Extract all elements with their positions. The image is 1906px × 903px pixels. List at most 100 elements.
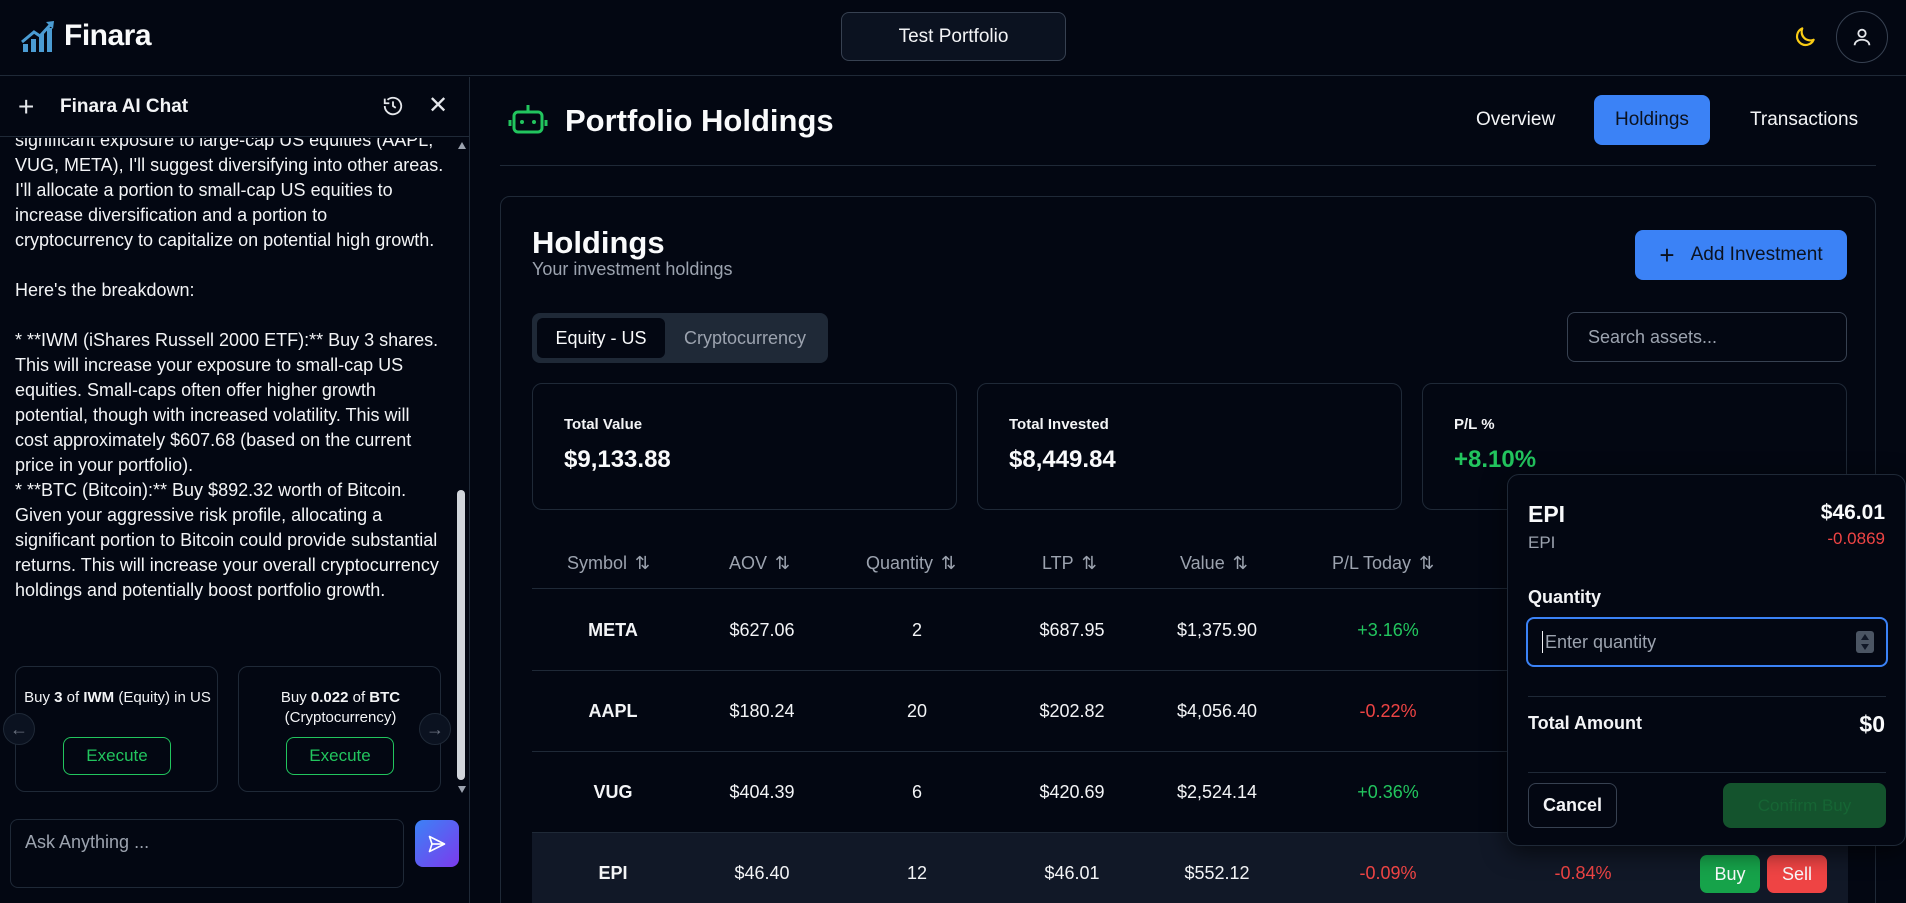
cell-symbol: AAPL: [588, 701, 638, 721]
stat-label: Total Value: [564, 416, 643, 433]
sort-icon: ⇅: [1419, 553, 1435, 573]
table-row[interactable]: VUG $404.39 6 $420.69 $2,524.14 +0.36%: [532, 752, 1848, 833]
new-chat-icon[interactable]: +: [18, 91, 35, 122]
close-icon[interactable]: ✕: [428, 92, 449, 119]
cell-pl-today: +3.16%: [1357, 620, 1419, 640]
scroll-down-arrow[interactable]: [458, 786, 466, 793]
cell-aov: $627.06: [729, 620, 795, 640]
quantity-label: Quantity: [1528, 587, 1602, 607]
suggestion-card: Buy 3 of IWM (Equity) in US Execute: [15, 666, 218, 792]
logo[interactable]: Finara: [20, 18, 152, 54]
divider: [1528, 696, 1886, 697]
execute-button[interactable]: Execute: [286, 737, 394, 775]
user-menu-button[interactable]: [1836, 11, 1888, 63]
sort-icon: ⇅: [775, 553, 791, 573]
holdings-title: Holdings: [532, 225, 665, 260]
moon-icon[interactable]: [1792, 24, 1818, 50]
cell-pl-total: -0.84%: [1554, 863, 1612, 883]
sort-icon: ⇅: [941, 553, 957, 573]
growth-chart-icon: [21, 21, 54, 52]
stat-value: +8.10%: [1454, 446, 1537, 473]
suggestion-text: Buy 0.022 of BTC (Cryptocurrency): [280, 689, 401, 726]
cell-value: $4,056.40: [1176, 701, 1258, 721]
total-amount-value: $0: [1859, 711, 1885, 737]
popup-price-change: -0.0869: [1827, 529, 1885, 548]
buy-button[interactable]: Buy: [1700, 855, 1760, 893]
robot-icon: [508, 105, 548, 134]
cell-pl-today: -0.22%: [1359, 701, 1417, 721]
column-header-symbol[interactable]: Symbol ⇅: [567, 553, 650, 574]
stat-card-total-invested: Total Invested $8,449.84: [977, 383, 1402, 510]
popup-symbol: EPI: [1528, 501, 1566, 527]
column-label: P/L Today: [1332, 553, 1412, 573]
quantity-stepper[interactable]: [1856, 631, 1874, 653]
asset-class-toggle: Equity - US Cryptocurrency: [532, 313, 828, 363]
chat-messages[interactable]: significant exposure to large-cap US equ…: [0, 138, 470, 795]
stat-value: $8,449.84: [1009, 446, 1116, 473]
cell-ltp: $687.95: [1039, 620, 1105, 640]
cell-quantity: 12: [906, 863, 928, 883]
cell-quantity: 20: [906, 701, 928, 721]
cell-pl-today: -0.09%: [1359, 863, 1417, 883]
chat-input[interactable]: Ask Anything ...: [10, 819, 404, 888]
cell-aov: $46.40: [734, 863, 790, 883]
column-label: Symbol: [567, 553, 628, 573]
trade-popup: EPI EPI $46.01 -0.0869 Quantity Enter qu…: [1507, 474, 1906, 846]
suggestion-text: Buy 3 of IWM (Equity) in US: [24, 689, 211, 706]
cell-symbol: EPI: [598, 863, 628, 883]
top-bar: Finara Test Portfolio: [0, 0, 1906, 76]
popup-price: $46.01: [1820, 501, 1885, 524]
cell-ltp: $46.01: [1044, 863, 1100, 883]
quantity-placeholder: Enter quantity: [1545, 631, 1657, 652]
cell-ltp: $202.82: [1039, 701, 1105, 721]
column-label: LTP: [1042, 553, 1074, 573]
chat-scrollbar[interactable]: [455, 140, 467, 795]
cell-quantity: 6: [911, 782, 923, 802]
history-icon[interactable]: [382, 95, 404, 117]
quantity-input[interactable]: Enter quantity: [1526, 617, 1888, 667]
column-header-aov[interactable]: AOV ⇅: [729, 553, 790, 574]
confirm-buy-button[interactable]: Confirm Buy: [1723, 783, 1886, 828]
scroll-up-arrow[interactable]: [458, 142, 466, 149]
sell-button[interactable]: Sell: [1767, 855, 1827, 893]
stat-value: $9,133.88: [564, 446, 671, 473]
table-row[interactable]: META $627.06 2 $687.95 $1,375.90 +3.16%: [532, 590, 1848, 671]
send-icon: [428, 835, 446, 852]
app-name: Finara: [64, 19, 152, 52]
cell-aov: $180.24: [729, 701, 795, 721]
add-investment-button[interactable]: + Add Investment: [1635, 230, 1847, 280]
carousel-next-icon[interactable]: →: [419, 713, 451, 745]
sort-icon: ⇅: [1232, 553, 1248, 573]
table-row[interactable]: AAPL $180.24 20 $202.82 $4,056.40 -0.22%: [532, 671, 1848, 752]
scroll-thumb[interactable]: [457, 490, 465, 780]
tab-overview[interactable]: Overview: [1476, 109, 1556, 130]
send-button[interactable]: [415, 820, 459, 867]
cell-ltp: $420.69: [1039, 782, 1105, 802]
user-icon: [1853, 28, 1871, 46]
cell-symbol: VUG: [593, 782, 633, 802]
sort-icon: ⇅: [635, 553, 651, 573]
tab-holdings[interactable]: Holdings: [1594, 95, 1710, 145]
column-header-pl-today[interactable]: P/L Today ⇅: [1332, 553, 1434, 574]
tab-transactions[interactable]: Transactions: [1750, 109, 1859, 130]
cell-value: $2,524.14: [1176, 782, 1258, 802]
divider: [1528, 772, 1886, 773]
portfolio-selector[interactable]: Test Portfolio: [841, 12, 1066, 61]
popup-asset-name: EPI: [1528, 533, 1556, 552]
holdings-subtitle: Your investment holdings: [532, 259, 733, 279]
assistant-message: significant exposure to large-cap US equ…: [15, 138, 444, 600]
stat-label: P/L %: [1454, 416, 1495, 433]
segment-cryptocurrency[interactable]: Cryptocurrency: [683, 327, 807, 348]
search-input[interactable]: Search assets...: [1567, 312, 1847, 362]
cell-value: $552.12: [1184, 863, 1250, 883]
cancel-button[interactable]: Cancel: [1528, 783, 1617, 828]
main-header: Portfolio Holdings Overview Holdings Tra…: [500, 77, 1876, 166]
carousel-prev-icon[interactable]: ←: [3, 713, 35, 745]
column-header-quantity[interactable]: Quantity ⇅: [866, 553, 956, 574]
segment-equity-us[interactable]: Equity - US: [537, 318, 665, 358]
add-investment-label: Add Investment: [1690, 244, 1823, 265]
stat-card-total-value: Total Value $9,133.88: [532, 383, 957, 510]
execute-button[interactable]: Execute: [63, 737, 171, 775]
column-header-value[interactable]: Value ⇅: [1180, 553, 1248, 574]
column-header-ltp[interactable]: LTP ⇅: [1042, 553, 1097, 574]
